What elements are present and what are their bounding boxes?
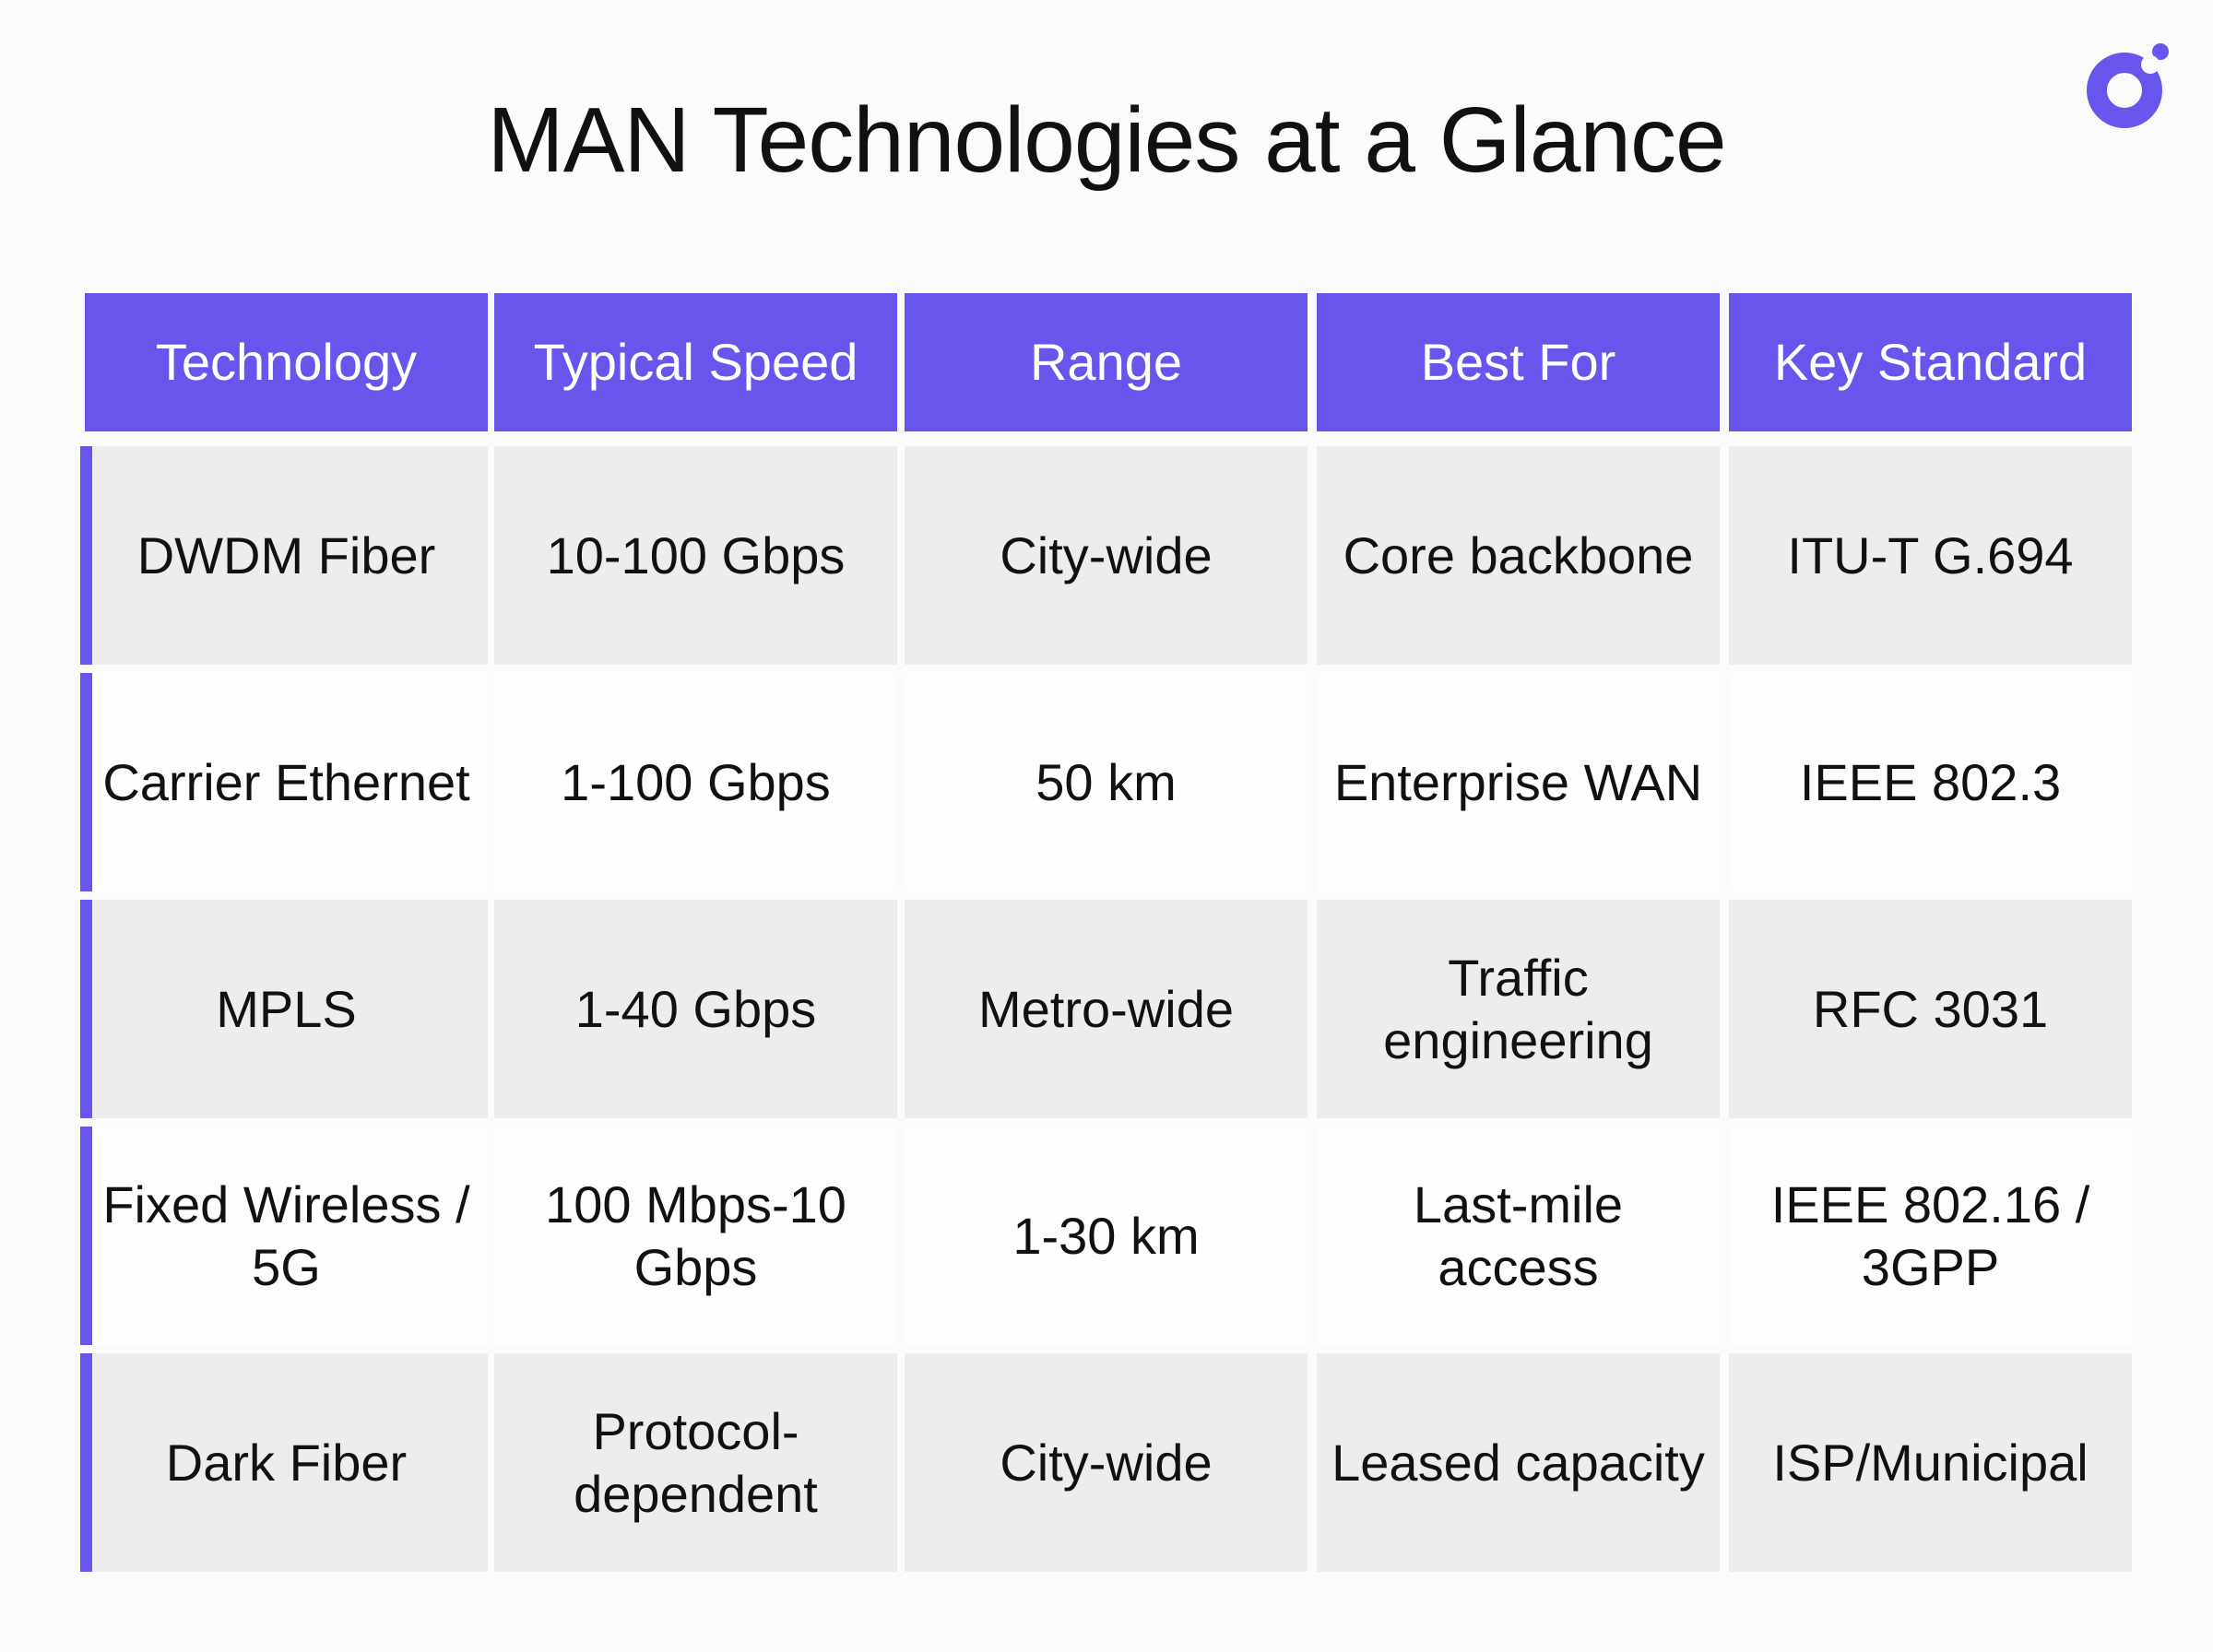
table-cell: 1-100 Gbps: [494, 673, 897, 891]
table-cell: City-wide: [905, 1353, 1308, 1572]
table-cell: City-wide: [905, 446, 1308, 665]
column-header: Technology: [85, 293, 488, 431]
table-row: Fixed Wireless / 5G 100 Mbps-10 Gbps 1-30 …: [80, 1127, 2132, 1345]
table-cell: IEEE 802.16 / 3GPP: [1729, 1127, 2132, 1345]
table-cell: Leased capacity: [1317, 1353, 1720, 1572]
table-row: Carrier Ethernet 1-100 Gbps 50 km Enterpris…: [80, 673, 2132, 891]
table-cell: Carrier Ethernet: [85, 673, 488, 891]
table-cell: 1-40 Gbps: [494, 900, 897, 1118]
table-cell: Protocol-dependent: [494, 1353, 897, 1572]
table-cell: Core backbone: [1317, 446, 1720, 665]
row-accent-bar: [80, 900, 92, 1118]
table-cell: 10-100 Gbps: [494, 446, 897, 665]
table-cell: ISP/Municipal: [1729, 1353, 2132, 1572]
table-cell: MPLS: [85, 900, 488, 1118]
table-cell: RFC 3031: [1729, 900, 2132, 1118]
row-accent-bar: [80, 446, 92, 665]
table-cell: 1-30 km: [905, 1127, 1308, 1345]
table-row: Dark Fiber Protocol-dependent City-wide Lea…: [80, 1353, 2132, 1572]
row-accent-bar: [80, 1127, 92, 1345]
table-cell: Enterprise WAN: [1317, 673, 1720, 891]
row-accent-bar: [80, 673, 92, 891]
table-cell: Last-mile access: [1317, 1127, 1720, 1345]
table-cell: Fixed Wireless / 5G: [85, 1127, 488, 1345]
table-header-row: Technology Typical Speed Range Best For Key …: [85, 293, 2132, 431]
row-accent-bar: [80, 1353, 92, 1572]
column-header: Key Standard: [1729, 293, 2132, 431]
table-cell: 100 Mbps-10 Gbps: [494, 1127, 897, 1345]
table-cell: ITU-T G.694: [1729, 446, 2132, 665]
table-cell: Traffic engineering: [1317, 900, 1720, 1118]
table-cell: IEEE 802.3: [1729, 673, 2132, 891]
table-cell: 50 km: [905, 673, 1308, 891]
table-row: DWDM Fiber 10-100 Gbps City-wide Core backb…: [80, 446, 2132, 665]
table-cell: Metro-wide: [905, 900, 1308, 1118]
column-header: Range: [905, 293, 1308, 431]
brand-logo-icon: [2087, 43, 2169, 128]
table-cell: DWDM Fiber: [85, 446, 488, 665]
column-header: Typical Speed: [494, 293, 897, 431]
table-row: MPLS 1-40 Gbps Metro-wide Traffic engineeri…: [80, 900, 2132, 1118]
page-title: MAN Technologies at a Glance: [487, 88, 1726, 192]
table-cell: Dark Fiber: [85, 1353, 488, 1572]
column-header: Best For: [1317, 293, 1720, 431]
